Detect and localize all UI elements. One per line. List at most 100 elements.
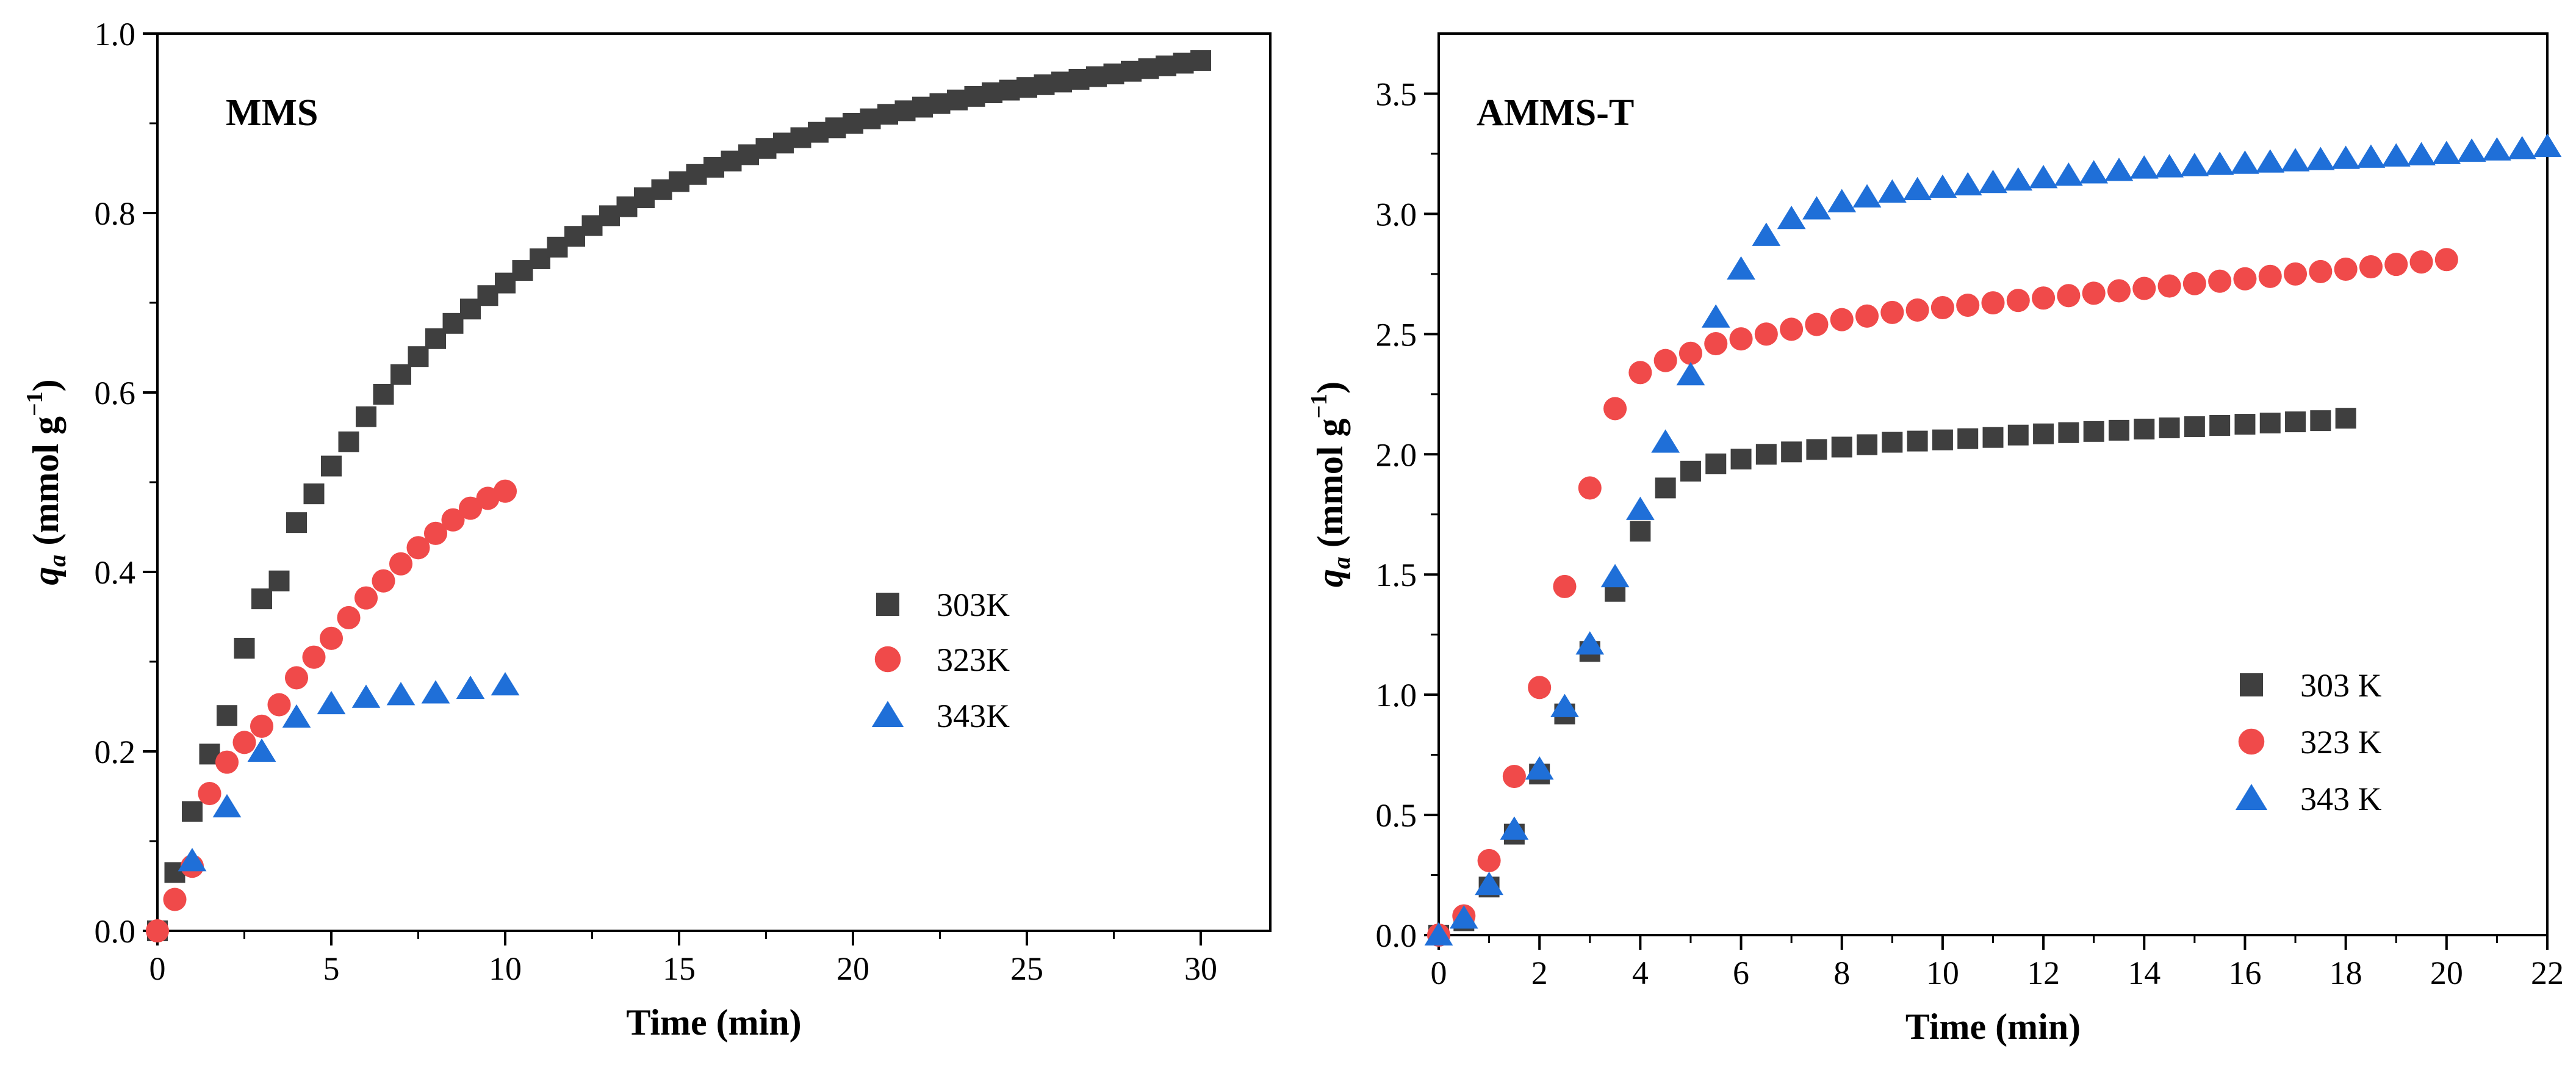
x-axis-title: Time (min) (626, 1002, 801, 1043)
data-point (1625, 496, 1655, 520)
data-point (2208, 269, 2232, 293)
y-axis-unit: (mmol g (26, 416, 66, 555)
legend-marker (876, 593, 899, 616)
data-point (286, 512, 307, 533)
series-303k (147, 50, 1211, 941)
data-point (1034, 74, 1055, 95)
data-point (1550, 693, 1579, 717)
data-point (947, 89, 968, 110)
data-point (423, 521, 448, 545)
data-point (703, 157, 724, 178)
data-point (564, 226, 585, 247)
data-point (2029, 165, 2058, 189)
data-point (2231, 150, 2259, 174)
data-point (2359, 255, 2383, 279)
data-point (1777, 206, 1806, 230)
data-point (421, 680, 450, 704)
data-point (1678, 341, 1702, 365)
data-point (1805, 313, 1829, 336)
series-323k (1427, 248, 2458, 947)
data-point (1781, 441, 1802, 463)
legend-marker (2238, 728, 2265, 755)
data-point (2057, 284, 2081, 308)
y-tick-label: 1.0 (1376, 677, 1417, 714)
data-point (1068, 68, 1090, 90)
data-point (319, 626, 344, 650)
data-point (1880, 300, 1904, 324)
y-tick-label: 0.2 (95, 734, 136, 770)
data-point (356, 406, 376, 427)
legend-marker (2240, 673, 2263, 696)
y-axis-unit-end: ) (26, 379, 66, 391)
data-point (250, 714, 274, 738)
data-point (354, 586, 378, 610)
data-point (2256, 149, 2285, 173)
data-point (877, 104, 898, 125)
x-tick-label: 16 (2228, 955, 2261, 991)
x-tick-label: 2 (1531, 955, 1548, 991)
data-point (2180, 153, 2209, 176)
data-point (599, 205, 620, 226)
x-tick-label: 12 (2027, 955, 2060, 991)
data-point (1553, 574, 1577, 598)
data-point (773, 132, 794, 154)
data-point (1930, 295, 1954, 320)
x-tick-label: 20 (836, 950, 869, 987)
data-point (2182, 272, 2206, 295)
y-tick-label: 0.0 (95, 913, 136, 950)
data-point (321, 455, 342, 477)
data-point (373, 383, 394, 405)
y-tick-label: 2.5 (1376, 316, 1417, 353)
data-point (2083, 421, 2104, 442)
data-point (1680, 460, 1701, 482)
data-point (2132, 277, 2156, 300)
data-point (2155, 154, 2184, 178)
data-point (686, 164, 707, 185)
data-point (372, 569, 395, 593)
series-343k (1424, 133, 2562, 945)
data-point (1016, 77, 1037, 98)
y-tick-label: 0.0 (1376, 917, 1417, 954)
data-point (1956, 294, 1980, 317)
data-point (1651, 429, 1680, 453)
data-point (2457, 138, 2486, 162)
y-tick-label: 2.0 (1376, 436, 1417, 473)
data-point (1475, 872, 1503, 895)
data-point (338, 431, 359, 452)
data-point (2108, 419, 2129, 441)
y-axis-symbol: q (26, 567, 66, 585)
y-axis-unit: (mmol g (1310, 419, 1350, 557)
x-tick-label: 18 (2330, 955, 2362, 991)
data-point (982, 82, 1002, 104)
data-point (651, 179, 672, 200)
data-point (581, 215, 603, 236)
y-tick-label: 0.4 (95, 554, 136, 591)
data-point (1981, 291, 2005, 315)
data-point (1676, 362, 1705, 386)
data-point (163, 888, 187, 911)
data-point (2006, 289, 2030, 313)
data-point (2310, 410, 2331, 432)
data-point (1086, 66, 1107, 87)
data-point (1729, 327, 1753, 351)
y-tick-label: 1.0 (95, 16, 136, 52)
data-point (1575, 631, 1605, 655)
legend-label: 303 K (2300, 667, 2382, 704)
data-point (2234, 414, 2256, 435)
series-343k (178, 671, 520, 872)
data-point (2129, 155, 2159, 179)
data-point (1806, 439, 1827, 460)
data-point (1979, 169, 2007, 193)
x-tick-label: 25 (1010, 950, 1043, 987)
data-point (2407, 142, 2436, 165)
data-point (232, 731, 256, 754)
data-point (1628, 361, 1652, 385)
data-point (2079, 160, 2109, 184)
data-point (1449, 905, 1478, 929)
data-point (1877, 179, 1907, 203)
data-point (2281, 148, 2310, 172)
x-tick-label: 8 (1833, 955, 1850, 991)
data-point (1138, 58, 1159, 79)
data-point (547, 236, 568, 258)
